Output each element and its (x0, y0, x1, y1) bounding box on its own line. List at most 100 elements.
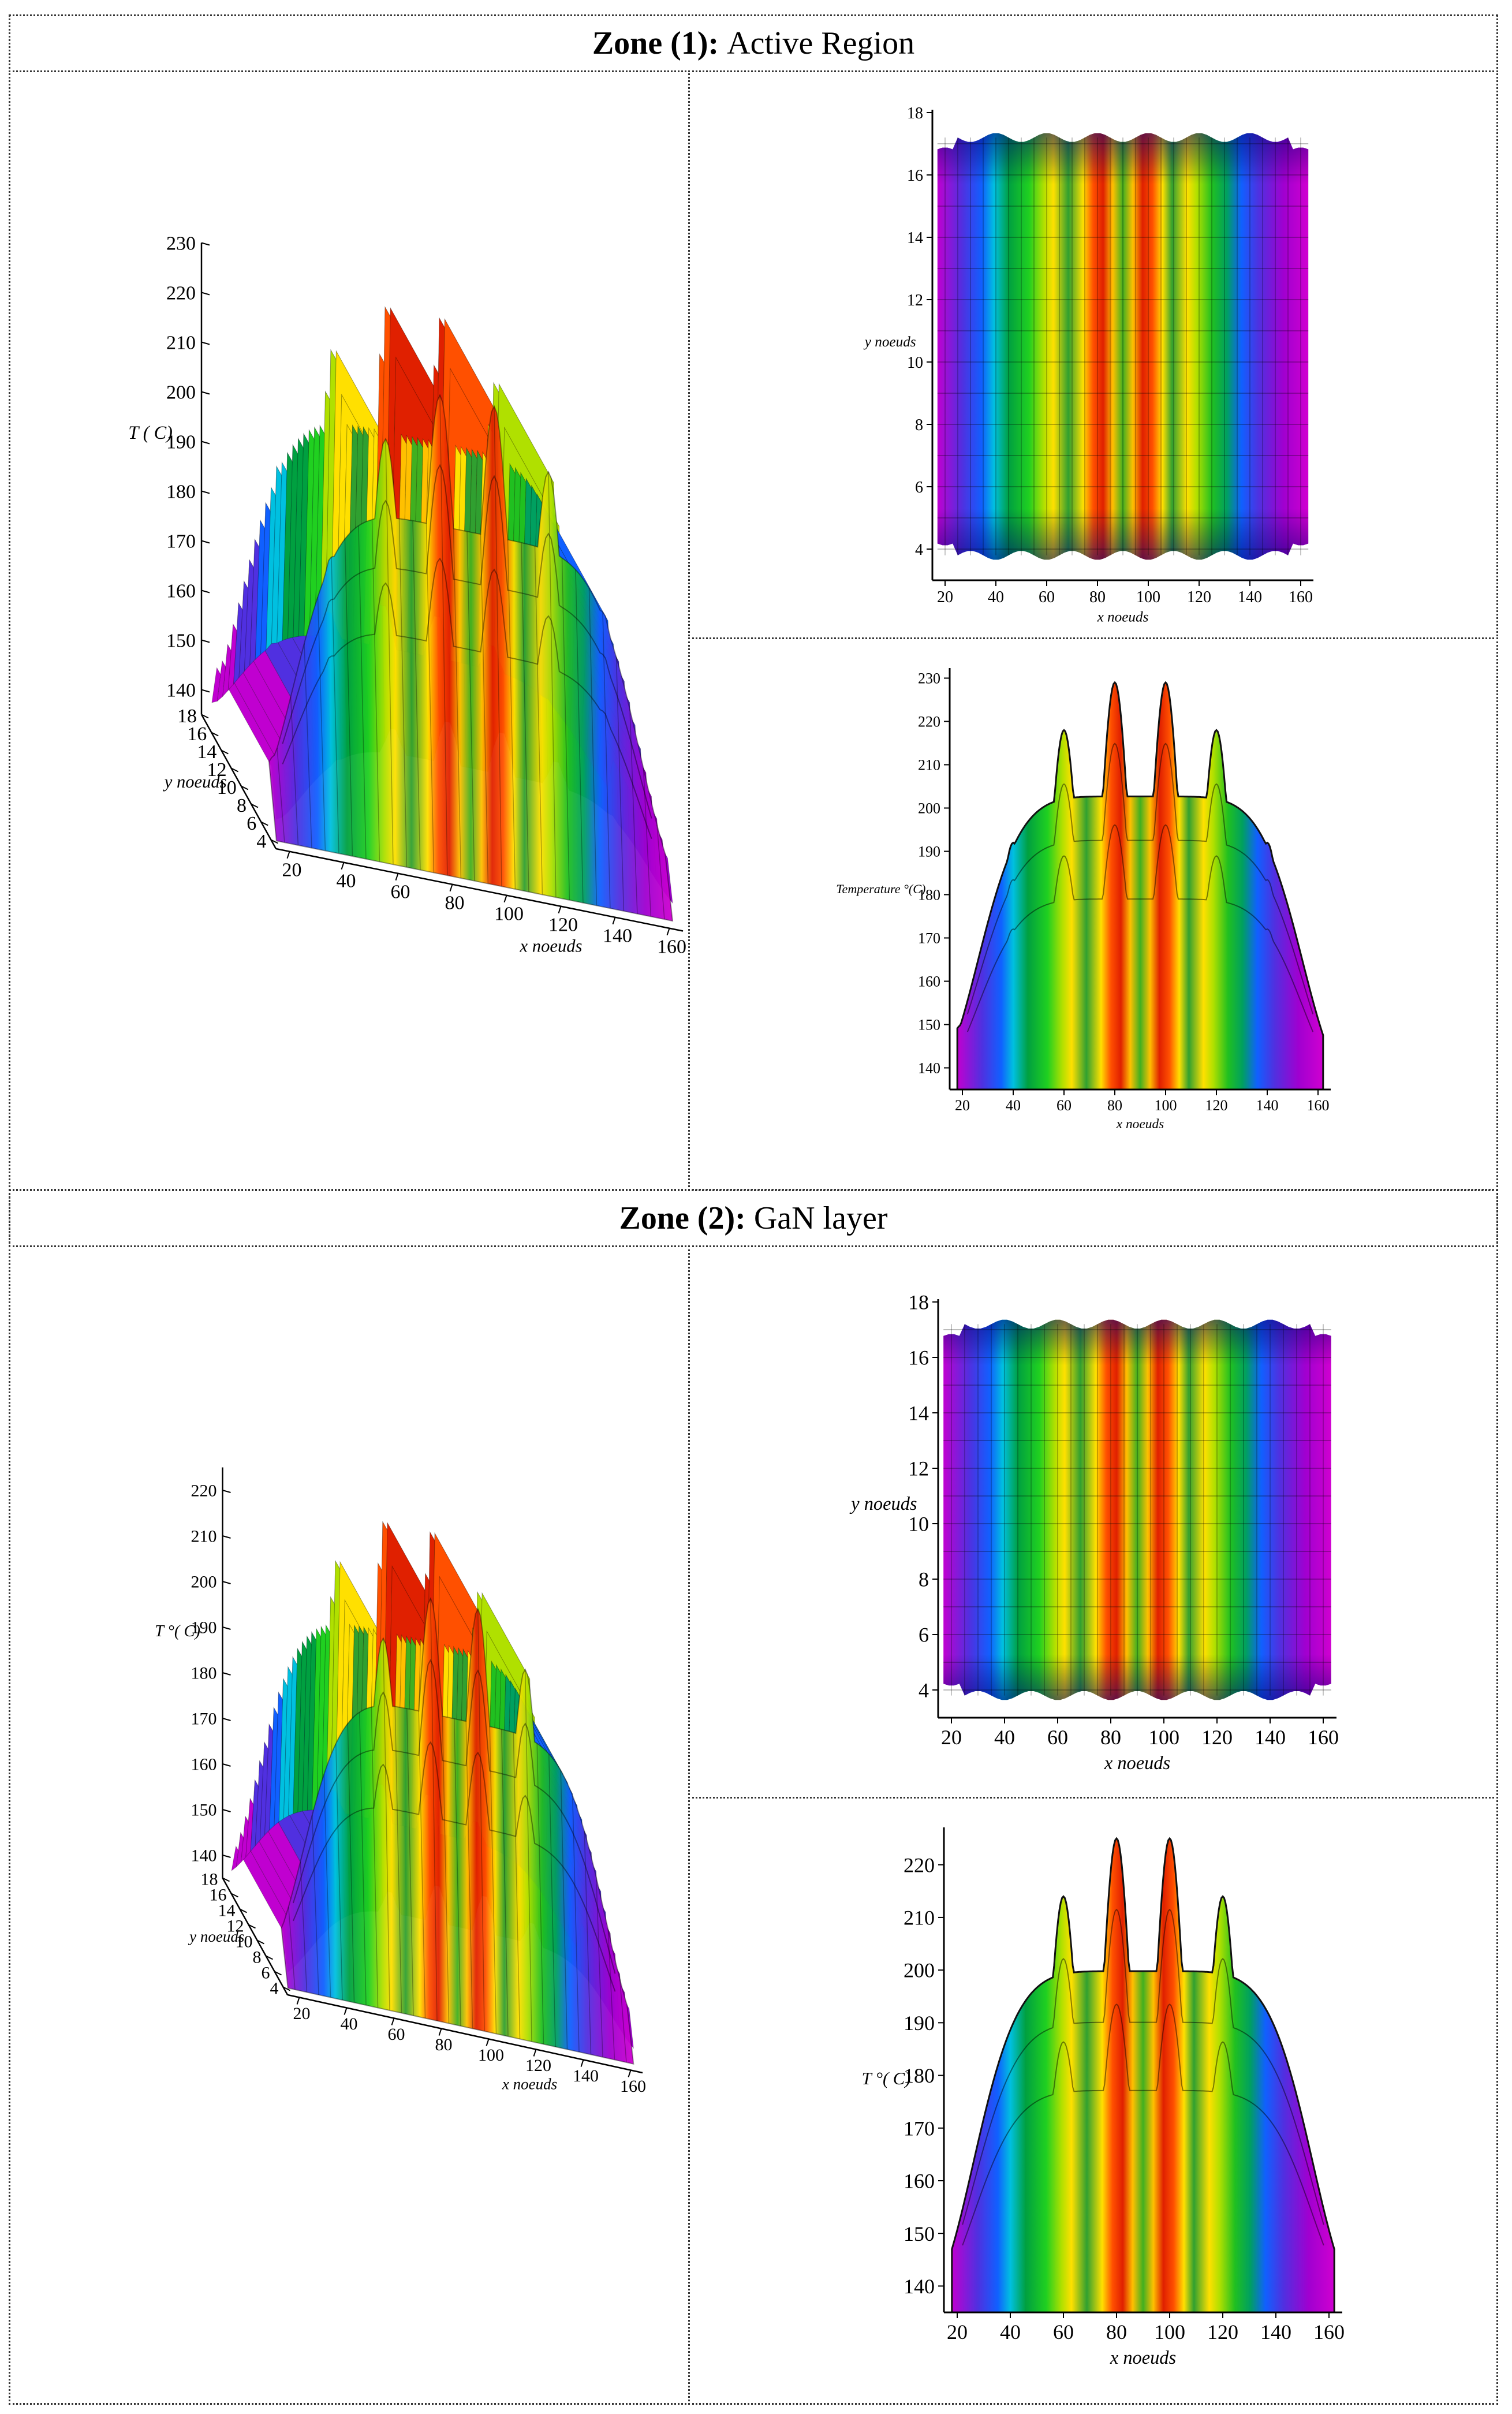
x-tick-label: 160 (657, 936, 686, 957)
y-tick-label: 170 (918, 930, 940, 947)
y-tick-mark (257, 1939, 264, 1945)
z-tick-mark (201, 639, 210, 643)
y-axis-title: y noeuds (849, 1494, 917, 1514)
x-tick-label: 120 (1205, 1097, 1228, 1114)
y-tick-label: 160 (904, 2170, 935, 2193)
surface-mesh-line (394, 1706, 402, 2013)
zone2-profile-cell: 20 40 60 80 100 120 140 160 140 150 160 170 180 190 20… (688, 1797, 1498, 2405)
x-tick-label: 40 (1006, 1097, 1021, 1114)
y-tick-label: 12 (207, 759, 227, 781)
surface-mesh-line (425, 523, 435, 873)
x-tick-mark (612, 917, 616, 925)
y-tick-label: 16 (907, 167, 923, 185)
y-tick-label: 8 (237, 795, 247, 816)
heatmap-shading (937, 133, 1309, 560)
surface-mesh-line (656, 824, 665, 920)
y-tick-mark (274, 1971, 282, 1976)
surface-mesh-line (615, 657, 625, 912)
y-tick-label: 6 (262, 1964, 270, 1983)
surface-mesh-line (477, 1609, 485, 2032)
x-tick-label: 160 (1308, 1726, 1339, 1749)
surface-mesh-line (277, 748, 285, 843)
z-tick-label: 210 (166, 332, 196, 353)
surface-mesh-line (454, 1718, 461, 2027)
x-tick-label: 60 (1053, 2320, 1074, 2344)
x-tick-mark (580, 2059, 584, 2067)
surface-mesh-line (323, 1774, 331, 1998)
z-tick-label: 180 (166, 481, 196, 502)
z-tick-mark (222, 1718, 231, 1721)
z-tick-label: 200 (166, 382, 196, 403)
surface-mesh-line (288, 1906, 296, 1990)
surface-mesh-line (501, 1729, 509, 2037)
x-tick-label: 100 (1136, 588, 1160, 606)
z-tick-label: 190 (166, 431, 196, 453)
x-tick-label: 60 (1056, 1097, 1072, 1114)
surface-mesh-line (584, 1831, 592, 2055)
surface-mesh-line (385, 439, 394, 865)
y-tick-label: 12 (908, 1457, 929, 1480)
surface-mesh-line (548, 472, 557, 898)
y-tick-label: 150 (918, 1017, 940, 1033)
x-tick-label: 60 (1047, 1726, 1068, 1749)
y-axis-title: T °( C) (862, 2069, 911, 2088)
surface-mesh-line (536, 1743, 544, 2044)
z-tick-label: 160 (191, 1755, 217, 1774)
y-tick-label: 230 (918, 670, 940, 687)
x-tick-label: 140 (603, 925, 632, 946)
x-tick-label: 160 (620, 2077, 646, 2096)
y-tick-label: 10 (236, 1932, 253, 1952)
x-axis-title: x noeuds (1104, 1753, 1170, 1774)
surface-mesh-line (489, 1726, 497, 2034)
surface-mesh-line (412, 520, 421, 870)
x-tick-label: 100 (478, 2046, 504, 2065)
y-tick-label: 140 (904, 2275, 935, 2298)
z-tick-label: 160 (166, 580, 196, 602)
surface-mesh-line (480, 534, 489, 884)
y-axis (200, 714, 277, 849)
z-tick-label: 170 (191, 1710, 217, 1729)
surface-mesh-line (371, 519, 380, 862)
z-tick-mark (201, 341, 210, 345)
y-tick-label: 210 (918, 757, 940, 774)
y-tick-label: 8 (919, 1568, 929, 1591)
y-tick-label: 4 (915, 541, 923, 559)
x-tick-label: 140 (1238, 588, 1262, 606)
z-tick-label: 230 (166, 233, 196, 254)
y-tick-label: 14 (907, 229, 923, 247)
x-tick-label: 100 (494, 903, 524, 924)
surface-mesh-line (344, 539, 353, 857)
x-tick-mark (503, 895, 507, 903)
y-tick-label: 210 (904, 1906, 935, 1930)
z-tick-mark (201, 540, 210, 544)
x-tick-mark (438, 2028, 442, 2036)
y-axis-title: y noeuds (863, 334, 916, 350)
zone1-top-cell: 20 40 60 80 100 120 140 160 4 6 8 10 12 14 16 18 x noeud… (688, 70, 1498, 639)
zone1-title-bold: Zone (1): (592, 25, 719, 61)
x-tick-label: 60 (391, 881, 410, 902)
surface-mesh-line (331, 557, 339, 854)
z-tick-mark (222, 1626, 231, 1630)
y-tick-label: 4 (256, 831, 266, 852)
z-tick-mark (222, 1809, 231, 1812)
x-tick-label: 140 (1256, 1097, 1279, 1114)
zone2-title-bold: Zone (2): (619, 1200, 746, 1236)
y-tick-label: 14 (197, 741, 216, 763)
profile-contour (962, 1908, 1324, 2225)
surface-mesh-line (358, 525, 367, 859)
x-tick-label: 80 (445, 892, 465, 913)
x-tick-label: 20 (947, 2320, 968, 2344)
y-tick-mark (283, 1986, 290, 1991)
surface-mesh-line (347, 1723, 355, 2003)
y-tick-label: 180 (904, 2064, 935, 2087)
z-tick-mark (201, 589, 210, 594)
surface-mesh-line (588, 588, 598, 906)
z-tick-mark (222, 1581, 231, 1584)
surface-mesh-line (359, 1712, 367, 2006)
y-tick-mark (251, 803, 259, 808)
y-tick-label: 200 (904, 1959, 935, 1982)
zone2-header: Zone (2): GaN layer (9, 1189, 1498, 1247)
surface-mesh-line (371, 1707, 379, 2008)
surface-mesh-line (521, 542, 529, 892)
